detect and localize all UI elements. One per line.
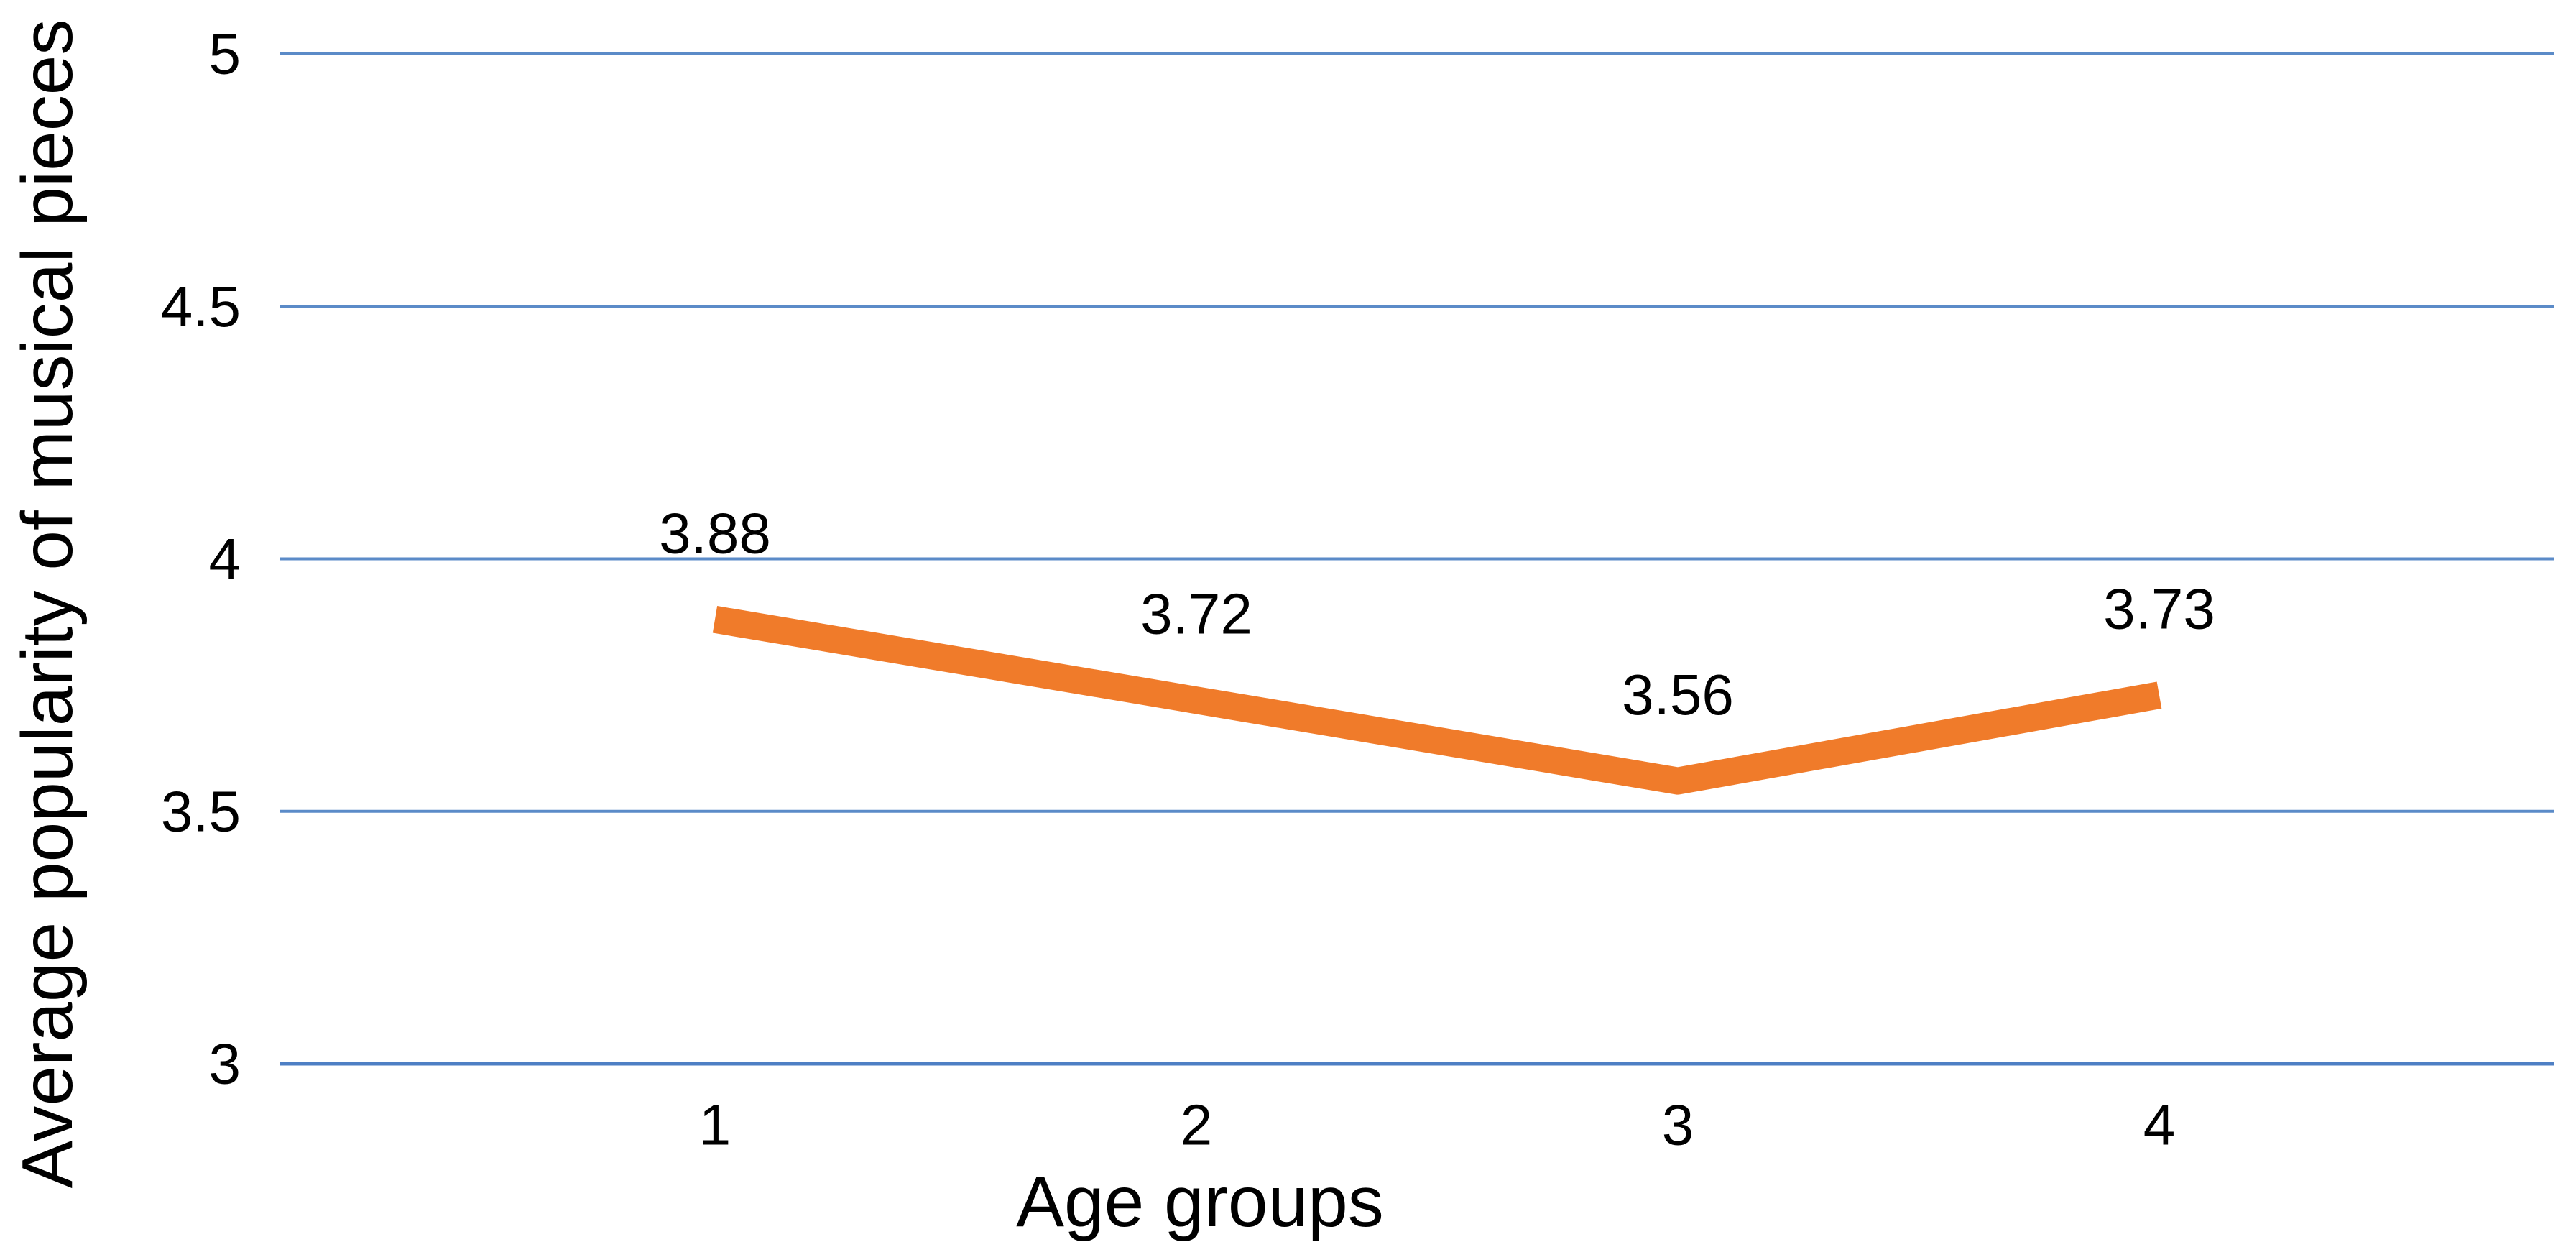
data-label: 3.72 xyxy=(1140,582,1252,646)
y-tick-label: 4 xyxy=(209,527,241,591)
data-label: 3.88 xyxy=(659,501,771,565)
series-line xyxy=(712,606,2162,795)
x-tick-label: 1 xyxy=(699,1093,731,1157)
y-tick-label: 3.5 xyxy=(161,779,241,843)
x-tick-label: 2 xyxy=(1181,1093,1213,1157)
y-tick-label: 5 xyxy=(209,22,241,86)
y-tick-label: 4.5 xyxy=(161,275,241,339)
x-axis-title: Age groups xyxy=(1016,1161,1383,1242)
data-label: 3.56 xyxy=(1622,663,1734,727)
x-tick-label: 3 xyxy=(1662,1093,1694,1157)
y-tick-label: 3 xyxy=(209,1032,241,1096)
y-axis-title: Average popularity of musical pieces xyxy=(7,19,88,1189)
data-label: 3.73 xyxy=(2103,577,2215,641)
x-tick-label: 4 xyxy=(2143,1093,2176,1157)
